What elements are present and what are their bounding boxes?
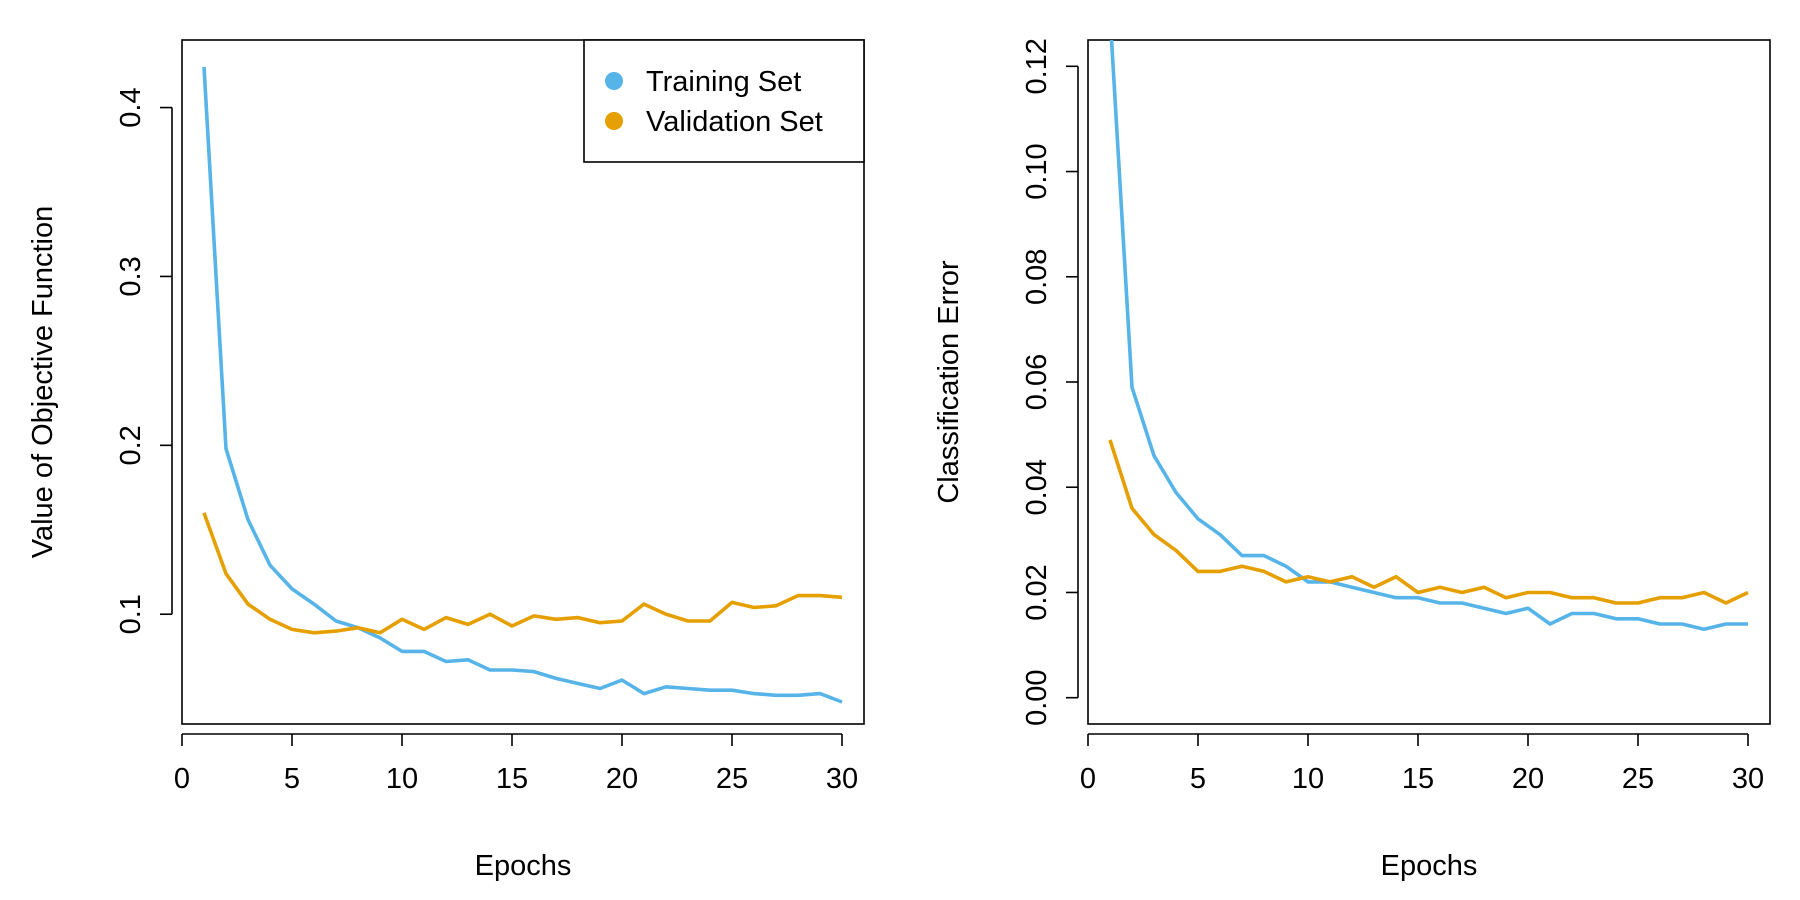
x-tick-label: 30 bbox=[826, 763, 858, 795]
plot-frame bbox=[181, 39, 865, 725]
y-tick-label: 0.1 bbox=[115, 594, 147, 634]
y-tick-label: 0.10 bbox=[1021, 143, 1053, 199]
x-tick-label: 5 bbox=[1190, 763, 1206, 795]
x-tick-label: 25 bbox=[1622, 763, 1654, 795]
y-tick-label: 0.4 bbox=[115, 87, 147, 127]
legend-marker bbox=[605, 112, 623, 130]
x-tick-label: 15 bbox=[1402, 763, 1434, 795]
x-tick-label: 15 bbox=[496, 763, 528, 795]
x-tick-label: 5 bbox=[284, 763, 300, 795]
x-axis-title: Epochs bbox=[475, 850, 572, 882]
y-axis-title: Value of Objective Function bbox=[27, 206, 59, 559]
x-tick-label: 0 bbox=[1080, 763, 1096, 795]
objective-function-panel: 0 5 10 15 20 25 30 0.1 0.2 0.3 0.4 Epochs Value of O… bbox=[27, 39, 865, 882]
x-tick-label: 0 bbox=[174, 763, 190, 795]
y-tick-label: 0.3 bbox=[115, 256, 147, 296]
legend-label: Validation Set bbox=[646, 106, 823, 138]
x-tick-label: 30 bbox=[1732, 763, 1764, 795]
x-axis-title: Epochs bbox=[1381, 850, 1478, 882]
x-tick-label: 25 bbox=[716, 763, 748, 795]
y-tick-label: 0.06 bbox=[1021, 354, 1053, 410]
x-tick-label: 10 bbox=[386, 763, 418, 795]
y-tick-label: 0.02 bbox=[1021, 564, 1053, 620]
x-tick-label: 20 bbox=[606, 763, 638, 795]
legend-marker bbox=[605, 72, 623, 90]
series-0-line bbox=[1109, 40, 1748, 632]
y-tick-label: 0.00 bbox=[1021, 669, 1053, 725]
x-tick-label: 20 bbox=[1512, 763, 1544, 795]
x-tick-label: 10 bbox=[1292, 763, 1324, 795]
training-set-line bbox=[202, 66, 843, 704]
y-tick-label: 0.2 bbox=[115, 425, 147, 465]
legend: Training Set Validation Set bbox=[583, 39, 865, 163]
plot-frame bbox=[1087, 39, 1771, 725]
series-1-line bbox=[1108, 439, 1749, 605]
y-axis-title: Classification Error bbox=[933, 260, 965, 504]
legend-box bbox=[583, 39, 865, 163]
validation-set-line bbox=[202, 512, 843, 635]
y-tick-label: 0.12 bbox=[1021, 38, 1053, 94]
y-tick-label: 0.08 bbox=[1021, 249, 1053, 305]
y-tick-label: 0.04 bbox=[1021, 459, 1053, 515]
legend-label: Training Set bbox=[646, 66, 801, 98]
classification-error-panel: 0 5 10 15 20 25 30 0.00 0.02 0.04 0.06 0.08 0.10 0.12… bbox=[933, 38, 1771, 882]
